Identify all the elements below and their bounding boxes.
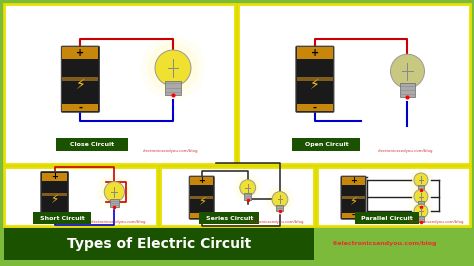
Bar: [160, 167, 314, 226]
Text: electronicsandyou.com/blog: electronicsandyou.com/blog: [249, 220, 305, 224]
Circle shape: [240, 180, 255, 196]
Text: ⚡: ⚡: [349, 197, 357, 207]
Bar: [4, 4, 236, 164]
Bar: [42, 211, 67, 217]
Circle shape: [411, 187, 431, 206]
Text: ©electronicsandyou.com/blog: ©electronicsandyou.com/blog: [331, 242, 437, 247]
Text: +: +: [198, 176, 205, 185]
Text: Series Circuit: Series Circuit: [206, 216, 253, 221]
Circle shape: [234, 173, 262, 202]
Circle shape: [141, 36, 205, 100]
Circle shape: [408, 184, 434, 209]
Text: Parallel Circuit: Parallel Circuit: [361, 216, 413, 221]
Bar: [400, 83, 415, 97]
Bar: [56, 138, 128, 151]
Circle shape: [411, 201, 431, 221]
Bar: [42, 193, 67, 196]
Bar: [244, 193, 251, 200]
Text: +: +: [51, 172, 58, 181]
Bar: [355, 212, 419, 224]
FancyBboxPatch shape: [296, 46, 334, 112]
Circle shape: [391, 54, 425, 88]
Bar: [342, 197, 365, 199]
Circle shape: [104, 182, 125, 202]
Bar: [4, 167, 157, 226]
Bar: [418, 216, 424, 222]
Text: Short Circuit: Short Circuit: [40, 216, 85, 221]
Text: Close Circuit: Close Circuit: [70, 142, 114, 147]
Circle shape: [269, 188, 291, 210]
Circle shape: [408, 199, 434, 224]
Bar: [63, 103, 99, 111]
Text: ⚡: ⚡: [310, 78, 320, 93]
FancyBboxPatch shape: [189, 176, 214, 219]
Text: ⚡: ⚡: [198, 197, 206, 207]
Circle shape: [414, 204, 428, 218]
Circle shape: [408, 167, 434, 193]
Circle shape: [237, 177, 259, 199]
Bar: [276, 205, 283, 211]
Bar: [297, 77, 333, 81]
Bar: [190, 177, 213, 185]
Bar: [342, 213, 365, 218]
Text: ⚡: ⚡: [75, 78, 85, 93]
Circle shape: [411, 170, 431, 190]
Bar: [297, 47, 333, 59]
Text: electronicsandyou.com/blog: electronicsandyou.com/blog: [143, 149, 199, 153]
Circle shape: [100, 178, 128, 206]
Text: Types of Electric Circuit: Types of Electric Circuit: [67, 237, 251, 251]
Text: -: -: [200, 211, 203, 220]
Text: Open Circuit: Open Circuit: [305, 142, 348, 147]
Bar: [317, 167, 470, 226]
Text: -: -: [53, 210, 56, 219]
Circle shape: [272, 192, 288, 207]
Bar: [33, 212, 91, 224]
Bar: [418, 185, 424, 190]
Bar: [190, 213, 213, 218]
Bar: [342, 177, 365, 185]
Circle shape: [414, 173, 428, 187]
Circle shape: [96, 173, 133, 210]
Text: -: -: [78, 102, 82, 112]
Bar: [238, 4, 470, 164]
Text: +: +: [311, 48, 319, 58]
Bar: [292, 138, 360, 151]
Text: electronicsandyou.com/blog: electronicsandyou.com/blog: [409, 220, 464, 224]
Bar: [4, 228, 314, 260]
Text: ⚡: ⚡: [50, 193, 59, 206]
Text: +: +: [350, 176, 357, 185]
Circle shape: [414, 189, 428, 203]
Text: electronicsandyou.com/blog: electronicsandyou.com/blog: [91, 220, 147, 224]
Text: electronicsandyou.com/blog: electronicsandyou.com/blog: [377, 149, 433, 153]
Bar: [165, 81, 181, 95]
Bar: [63, 77, 99, 81]
Bar: [200, 212, 259, 224]
Text: +: +: [76, 48, 84, 58]
Bar: [418, 201, 424, 207]
FancyBboxPatch shape: [341, 176, 366, 219]
FancyBboxPatch shape: [62, 46, 100, 112]
FancyBboxPatch shape: [41, 172, 68, 218]
Circle shape: [148, 43, 198, 93]
Bar: [63, 47, 99, 59]
Circle shape: [155, 50, 191, 86]
Bar: [42, 173, 67, 181]
Bar: [297, 103, 333, 111]
Text: -: -: [352, 211, 355, 220]
Bar: [110, 199, 119, 207]
Bar: [190, 197, 213, 199]
Circle shape: [266, 185, 294, 214]
Text: -: -: [313, 102, 317, 112]
